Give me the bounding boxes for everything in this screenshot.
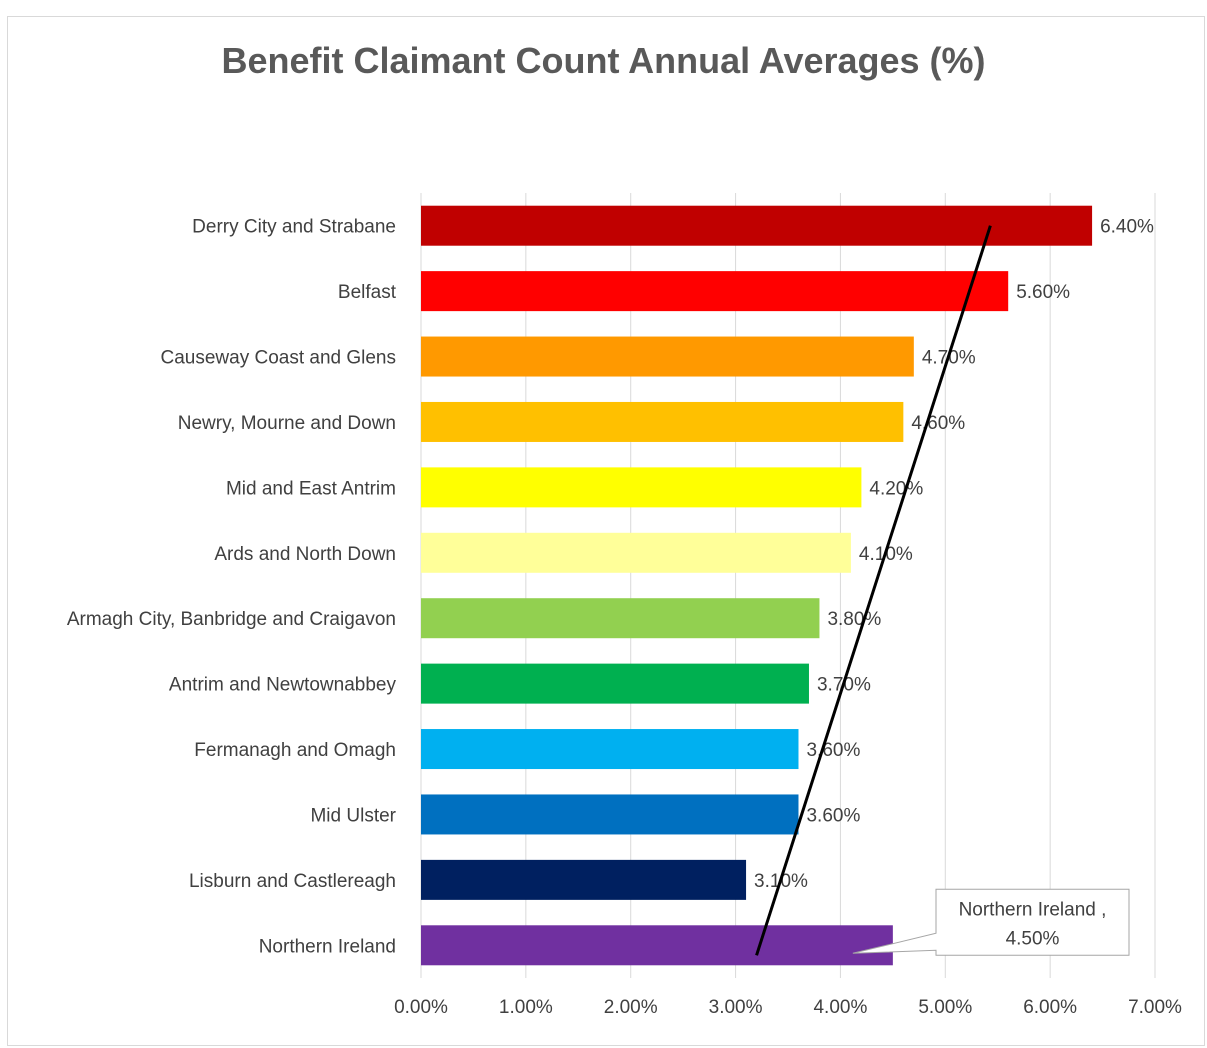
bar	[421, 205, 1093, 246]
category-label: Newry, Mourne and Down	[178, 413, 396, 434]
category-label: Fermanagh and Omagh	[194, 740, 396, 761]
bar	[421, 859, 747, 900]
bar	[421, 729, 799, 770]
x-tick-label: 6.00%	[1023, 997, 1077, 1018]
category-label: Antrim and Newtownabbey	[169, 675, 397, 696]
callout-box	[852, 888, 1130, 956]
x-tick-label: 3.00%	[709, 997, 763, 1018]
bar	[421, 401, 904, 442]
category-label: Derry City and Strabane	[192, 217, 396, 238]
x-tick-label: 1.00%	[499, 997, 553, 1018]
x-tick-label: 7.00%	[1128, 997, 1182, 1018]
data-label: 4.60%	[911, 413, 965, 434]
x-tick-label: 2.00%	[604, 997, 658, 1018]
category-label: Ards and North Down	[214, 544, 396, 565]
x-tick-label: 0.00%	[394, 997, 448, 1018]
x-tick-label: 4.00%	[813, 997, 867, 1018]
bar	[421, 271, 1009, 312]
bar	[421, 532, 851, 573]
bar	[421, 598, 820, 639]
category-label: Belfast	[338, 282, 397, 303]
chart-title: Benefit Claimant Count Annual Averages (…	[221, 40, 986, 81]
bar	[421, 663, 809, 704]
data-label: 3.60%	[806, 805, 860, 826]
data-label: 3.80%	[827, 609, 881, 630]
callout-line-2: 4.50%	[1006, 928, 1060, 949]
trend-line	[755, 225, 992, 956]
data-label: 3.60%	[806, 740, 860, 761]
data-label: 5.60%	[1016, 282, 1070, 303]
category-label: Mid and East Antrim	[226, 478, 396, 499]
bar	[421, 467, 862, 508]
category-label: Lisburn and Castlereagh	[189, 871, 396, 892]
category-label: Causeway Coast and Glens	[160, 348, 396, 369]
bar	[421, 336, 914, 377]
bar	[421, 794, 799, 835]
bar	[421, 925, 893, 966]
category-label: Northern Ireland	[259, 936, 396, 957]
category-label: Mid Ulster	[310, 805, 396, 826]
data-label: 6.40%	[1100, 217, 1154, 238]
x-tick-label: 5.00%	[918, 997, 972, 1018]
data-label: 4.20%	[869, 478, 923, 499]
callout-line-1: Northern Ireland ,	[959, 899, 1107, 920]
category-label: Armagh City, Banbridge and Craigavon	[67, 609, 396, 630]
